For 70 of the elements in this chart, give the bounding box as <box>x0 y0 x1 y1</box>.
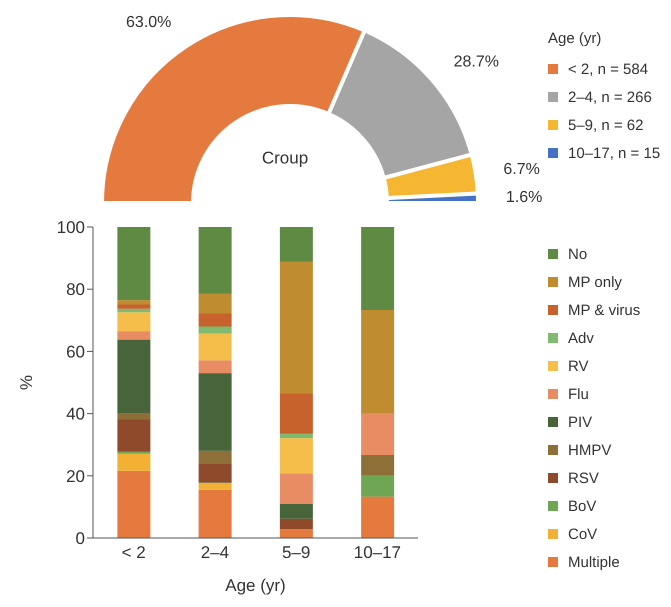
bar <box>280 504 313 519</box>
legend-label: RV <box>568 358 589 374</box>
bar <box>198 490 232 538</box>
legend-label: MP only <box>568 274 622 290</box>
legend-label: 2–4, n = 266 <box>568 88 652 106</box>
bar <box>280 473 313 504</box>
legend-label: 5–9, n = 62 <box>568 116 644 134</box>
bar <box>198 360 232 374</box>
y-tick-label: 60 <box>66 342 85 362</box>
legend-label: Multiple <box>568 554 620 570</box>
bar <box>198 334 232 360</box>
y-tick-label: 20 <box>66 466 85 486</box>
bar <box>280 438 313 474</box>
bar <box>280 434 313 438</box>
data-label: 28.7% <box>454 53 499 70</box>
bar <box>198 483 232 490</box>
bar <box>198 326 232 334</box>
x-tick-label: 10–17 <box>354 543 402 562</box>
legend-label: Adv <box>568 330 594 346</box>
bar <box>198 313 232 327</box>
x-axis-title: Age (yr) <box>225 576 286 595</box>
data-label: 1.6% <box>506 189 542 206</box>
bar <box>280 529 313 538</box>
legend-label: Flu <box>568 386 589 402</box>
legend-label: CoV <box>568 526 598 542</box>
bar <box>117 300 150 304</box>
bar <box>117 420 150 452</box>
bar <box>117 304 150 309</box>
legend-label: 10–17, n = 15 <box>568 144 660 162</box>
bar <box>117 470 150 538</box>
bar <box>117 312 150 332</box>
bar <box>280 227 313 262</box>
y-tick-label: 0 <box>76 529 85 548</box>
y-tick-label: 100 <box>56 218 85 238</box>
bar <box>361 476 394 497</box>
x-tick-label: < 2 <box>122 543 146 562</box>
bar <box>198 227 232 294</box>
bar <box>198 450 232 464</box>
legend-label: No <box>568 246 588 262</box>
legend-label: MP & virus <box>568 302 640 318</box>
bar <box>361 454 394 476</box>
bar <box>280 393 313 434</box>
bar <box>117 340 150 413</box>
text: Croup <box>262 148 308 168</box>
legend-label: RSV <box>568 470 599 486</box>
y-axis-title: % <box>17 374 36 390</box>
bar <box>361 310 394 414</box>
bar <box>198 294 232 314</box>
data-label: 63.0% <box>126 14 172 31</box>
legend-label: PIV <box>568 414 592 430</box>
legend-label: HMPV <box>568 442 612 458</box>
x-tick-label: 2–4 <box>200 543 230 562</box>
bar <box>280 518 313 530</box>
bar <box>198 464 232 483</box>
bar <box>280 262 313 394</box>
data-label: 6.7% <box>503 161 540 178</box>
legend-label: < 2, n = 584 <box>568 60 648 78</box>
bar <box>117 331 150 340</box>
x-tick-label: 5–9 <box>282 543 310 562</box>
bar <box>198 373 232 451</box>
bar <box>117 412 150 420</box>
y-tick-label: 40 <box>66 404 85 424</box>
bar <box>361 414 394 455</box>
bar <box>117 454 150 471</box>
legend-title: Age (yr) <box>548 30 602 47</box>
bar <box>361 496 394 538</box>
bar <box>361 227 394 310</box>
legend-label: BoV <box>568 498 596 514</box>
bar <box>117 227 150 300</box>
y-tick-label: 80 <box>66 280 85 300</box>
